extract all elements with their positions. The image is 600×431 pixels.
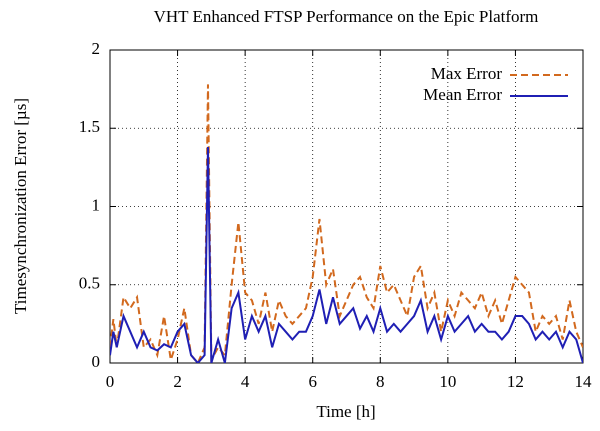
y-tick-label: 1.5 — [79, 117, 100, 136]
x-tick-label: 12 — [507, 372, 524, 391]
x-tick-label: 8 — [376, 372, 385, 391]
y-tick-label: 2 — [92, 39, 101, 58]
x-tick-label: 14 — [575, 372, 593, 391]
x-axis-label: Time [h] — [316, 402, 375, 421]
x-tick-label: 10 — [439, 372, 456, 391]
x-tick-label: 0 — [106, 372, 115, 391]
series-line — [110, 147, 583, 363]
legend-label: Mean Error — [423, 85, 502, 104]
y-tick-label: 0 — [92, 352, 101, 371]
plot-frame — [109, 49, 584, 364]
y-tick-label: 0.5 — [79, 274, 100, 293]
x-tick-label: 6 — [308, 372, 317, 391]
y-tick-label: 1 — [92, 195, 101, 214]
chart-title: VHT Enhanced FTSP Performance on the Epi… — [154, 7, 539, 26]
x-tick-label: 2 — [173, 372, 182, 391]
x-tick-label: 4 — [241, 372, 250, 391]
y-axis-label: Timesynchronization Error [µs] — [11, 98, 30, 314]
legend-label: Max Error — [431, 64, 503, 83]
series-line — [110, 84, 583, 363]
